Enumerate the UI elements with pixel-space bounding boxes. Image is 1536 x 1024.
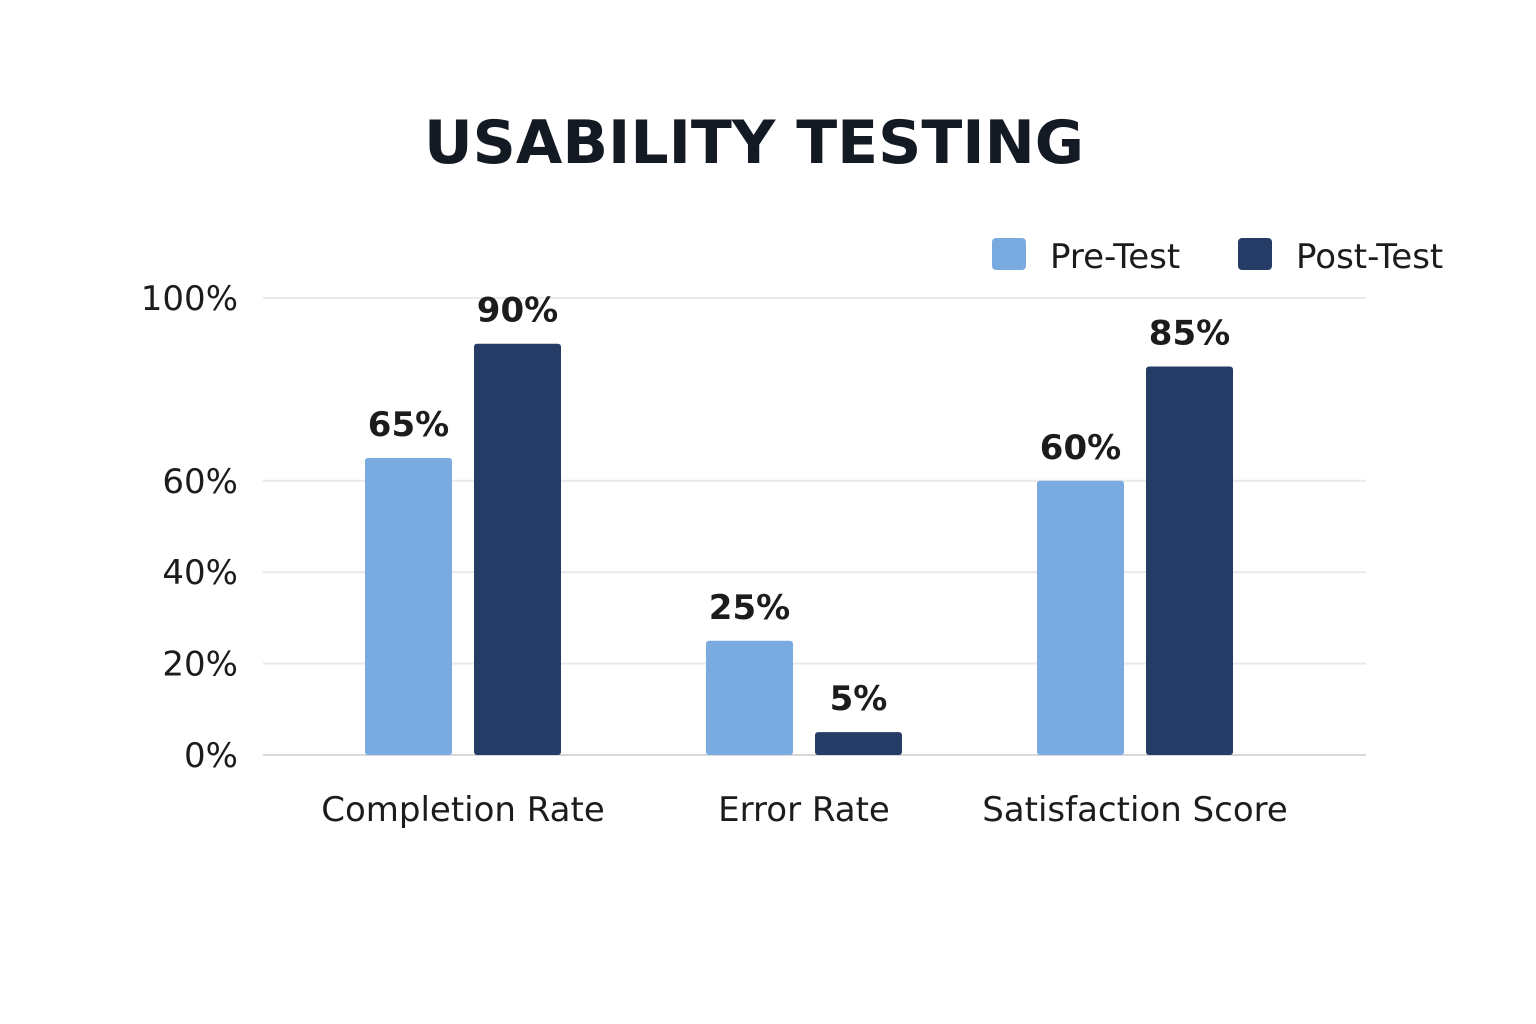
data-label: 90%	[477, 291, 558, 331]
legend-label: Post-Test	[1296, 237, 1443, 277]
y-tick-label: 100%	[141, 279, 238, 319]
chart-title: USABILITY TESTING	[424, 108, 1084, 178]
data-label: 5%	[830, 679, 888, 719]
legend-swatch	[992, 238, 1026, 270]
x-axis-categories: Completion Rate Error Rate Satisfaction Sc…	[321, 790, 1288, 830]
legend: Pre-Test Post-Test	[992, 237, 1443, 277]
data-label: 85%	[1149, 314, 1230, 354]
y-tick-label: 40%	[162, 553, 238, 593]
y-axis-ticks: 0% 20% 40% 60% 100%	[141, 279, 238, 776]
data-label: 25%	[709, 588, 790, 628]
bar-pre-test-0	[365, 457, 452, 755]
bar-post-test-1	[815, 732, 902, 755]
bar-pre-test-2	[1037, 480, 1124, 755]
bars	[365, 343, 1233, 755]
category-label: Error Rate	[718, 790, 890, 830]
bar-post-test-2	[1146, 366, 1233, 755]
category-label: Satisfaction Score	[982, 790, 1288, 830]
y-tick-label: 60%	[162, 462, 238, 502]
y-tick-label: 20%	[162, 645, 238, 685]
legend-swatch	[1238, 238, 1272, 270]
legend-label: Pre-Test	[1050, 237, 1180, 277]
bar-post-test-0	[474, 343, 561, 755]
data-label: 60%	[1040, 428, 1121, 468]
y-tick-label: 0%	[184, 736, 238, 776]
data-labels: 65% 25% 60% 90% 5% 85%	[368, 291, 1230, 719]
category-label: Completion Rate	[321, 790, 605, 830]
data-label: 65%	[368, 405, 449, 445]
bar-pre-test-1	[706, 640, 793, 755]
